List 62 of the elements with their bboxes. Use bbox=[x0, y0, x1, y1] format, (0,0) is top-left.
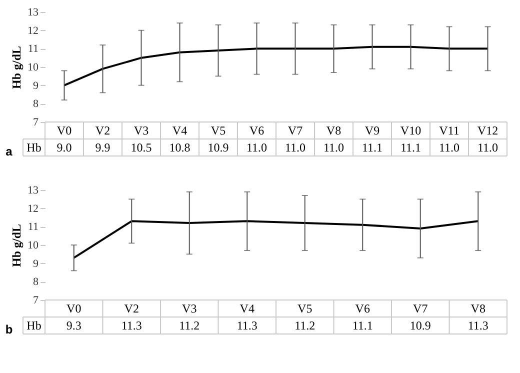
x-tick-label: V6 bbox=[249, 124, 264, 138]
x-tick-label: V3 bbox=[182, 302, 197, 316]
x-tick-label: V8 bbox=[326, 124, 342, 138]
data-label: 11.0 bbox=[246, 140, 268, 154]
x-tick-label: V12 bbox=[477, 124, 498, 138]
data-label: 11.1 bbox=[400, 140, 422, 154]
y-tick-label: 10 bbox=[28, 62, 39, 74]
line-series bbox=[63, 46, 489, 86]
y-tick-label: 11 bbox=[28, 43, 38, 56]
line-series bbox=[72, 220, 480, 259]
x-tick-label: V2 bbox=[124, 302, 139, 316]
y-tick-label: 7 bbox=[33, 116, 39, 128]
y-tick-label: 9 bbox=[33, 80, 39, 92]
text: b bbox=[5, 322, 13, 336]
data-label: 11.3 bbox=[468, 318, 488, 332]
data-label: 10.8 bbox=[169, 140, 190, 154]
x-tick-label: V0 bbox=[56, 124, 72, 138]
data-label: 9.3 bbox=[66, 318, 82, 332]
data-label: 11.1 bbox=[352, 318, 373, 332]
y-tick-label: 13 bbox=[28, 184, 39, 196]
x-tick-label: V7 bbox=[288, 124, 303, 138]
data-label: 10.5 bbox=[130, 140, 152, 154]
text: Hb bbox=[26, 318, 42, 332]
data-label: 11.0 bbox=[477, 140, 498, 154]
data-label: 11.1 bbox=[362, 140, 383, 154]
y-tick-label: 12 bbox=[28, 24, 38, 37]
text: a bbox=[6, 144, 13, 158]
data-label: 10.9 bbox=[410, 318, 431, 332]
y-tick-label: 13 bbox=[28, 6, 39, 18]
data-label: 11.3 bbox=[236, 318, 258, 332]
y-tick-label: 11 bbox=[28, 221, 38, 234]
x-tick-label: V10 bbox=[400, 124, 422, 138]
data-label: 11.0 bbox=[438, 140, 460, 154]
data-label: 10.9 bbox=[208, 140, 229, 154]
data-label: 11.2 bbox=[294, 318, 316, 332]
data-label: 11.3 bbox=[121, 318, 142, 332]
x-tick-label: V5 bbox=[298, 302, 312, 316]
y-tick-label: 7 bbox=[33, 294, 39, 306]
x-tick-label: V7 bbox=[413, 302, 428, 316]
data-label: 11.2 bbox=[179, 318, 200, 332]
y-axis-title: Hb g/dL bbox=[10, 224, 24, 268]
y-axis-title: Hb g/dL bbox=[10, 46, 24, 90]
x-tick-label: V3 bbox=[134, 124, 149, 138]
y-tick-label: 10 bbox=[28, 240, 39, 252]
x-tick-label: V8 bbox=[470, 302, 486, 316]
data-label: 11.0 bbox=[323, 140, 344, 154]
y-tick-label: 8 bbox=[33, 276, 39, 288]
x-tick-label: V4 bbox=[172, 124, 188, 138]
x-tick-label: V0 bbox=[66, 302, 82, 316]
data-label: 9.0 bbox=[56, 140, 72, 154]
y-tick-label: 9 bbox=[33, 258, 39, 270]
x-tick-label: V9 bbox=[364, 124, 380, 138]
y-tick-label: 12 bbox=[28, 202, 38, 215]
text: Hb bbox=[26, 140, 42, 154]
x-tick-label: V11 bbox=[439, 124, 460, 138]
x-tick-label: V4 bbox=[240, 302, 254, 316]
data-label: 11.0 bbox=[284, 140, 306, 154]
x-tick-label: V5 bbox=[210, 124, 226, 138]
y-tick-label: 8 bbox=[33, 98, 39, 110]
data-label: 9.9 bbox=[95, 140, 110, 154]
x-tick-label: V2 bbox=[95, 124, 110, 138]
x-tick-label: V6 bbox=[355, 302, 370, 316]
